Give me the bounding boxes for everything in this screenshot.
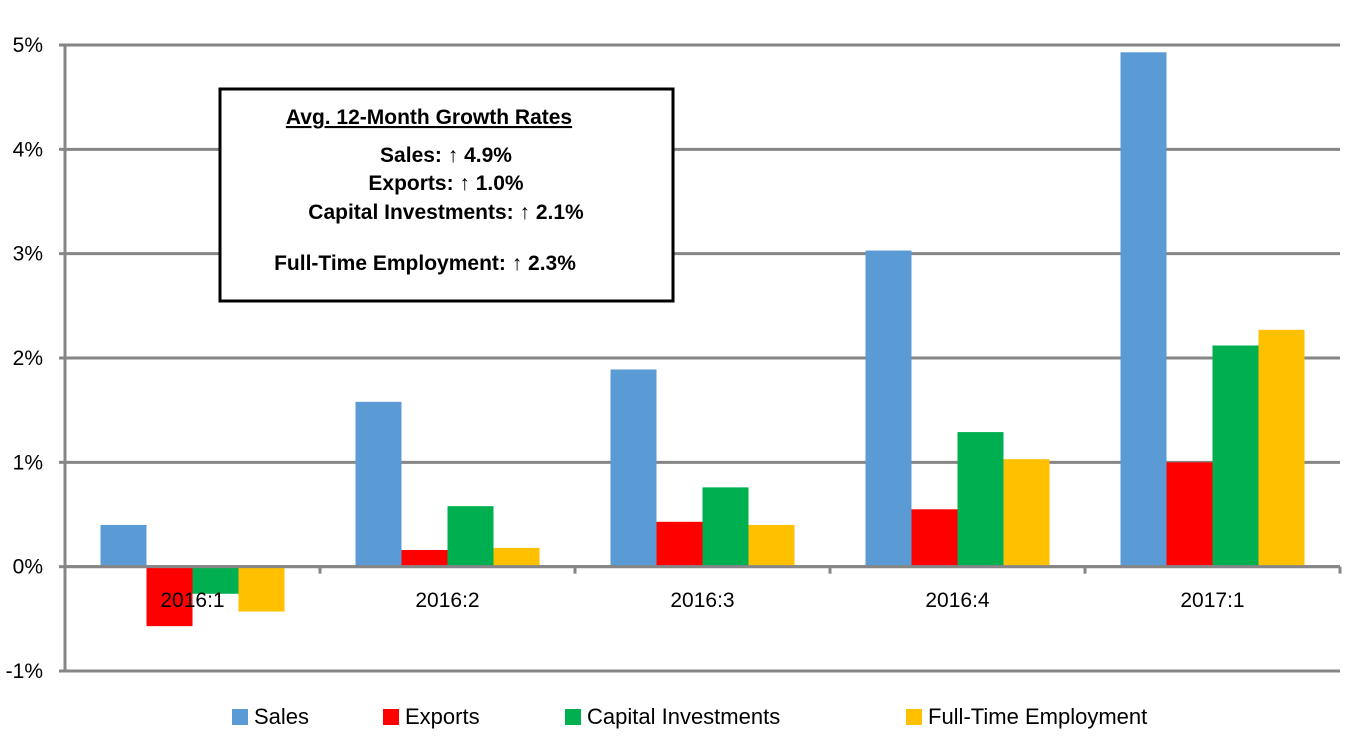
legend-label: Capital Investments xyxy=(587,704,780,729)
bar-exports-0 xyxy=(146,566,193,627)
bar-full-time-employment-0 xyxy=(238,566,285,612)
y-tick-label: 3% xyxy=(13,243,43,266)
bar-capital-investments-4 xyxy=(1212,345,1259,567)
annotation-full-time-employment: Full-Time Employment: ↑ 2.3% xyxy=(274,252,576,275)
annotation-title: Avg. 12-Month Growth Rates xyxy=(286,106,572,129)
bar-full-time-employment-1 xyxy=(493,547,540,567)
bar-full-time-employment-3 xyxy=(1003,459,1050,567)
bar-capital-investments-1 xyxy=(447,506,494,567)
x-category-label: 2016:1 xyxy=(160,589,224,612)
legend-item-capital-investments: Capital Investments xyxy=(565,704,780,729)
legend-label: Full-Time Employment xyxy=(928,704,1147,729)
bar-capital-investments-2 xyxy=(702,487,749,567)
legend-item-sales: Sales xyxy=(232,704,309,729)
bar-exports-3 xyxy=(911,509,958,567)
annotation-box xyxy=(218,87,675,303)
y-tick-labels: -1% 0% 1% 2% 3% 4% 5% xyxy=(6,34,43,683)
bar-capital-investments-3 xyxy=(957,432,1004,567)
bar-sales-2 xyxy=(610,369,657,567)
bar-exports-2 xyxy=(656,521,703,567)
category-labels: 2016:1 2016:2 2016:3 2016:4 2017:1 xyxy=(160,589,1244,612)
bar-exports-1 xyxy=(401,549,448,567)
bar-capital-investments-0 xyxy=(192,566,239,594)
legend-label: Exports xyxy=(405,704,480,729)
legend-label: Sales xyxy=(254,704,309,729)
legend-item-full-time-employment: Full-Time Employment xyxy=(906,704,1147,729)
axes xyxy=(63,45,1342,671)
annotation-sales: Sales: ↑ 4.9% xyxy=(380,144,512,167)
y-tick-label: 1% xyxy=(13,451,43,474)
x-category-label: 2016:3 xyxy=(670,589,734,612)
y-tick-label: 4% xyxy=(13,138,43,161)
growth-rates-annotation: Avg. 12-Month Growth Rates Sales: ↑ 4.9%… xyxy=(218,87,675,303)
legend-swatch xyxy=(383,709,399,725)
annotation-exports: Exports: ↑ 1.0% xyxy=(368,172,524,195)
bar-exports-4 xyxy=(1166,462,1213,567)
annotation-capital-investments: Capital Investments: ↑ 2.1% xyxy=(308,201,584,224)
bar-full-time-employment-2 xyxy=(748,524,795,567)
bar-sales-1 xyxy=(355,401,402,567)
x-category-label: 2016:4 xyxy=(925,589,990,612)
y-tick-label: 5% xyxy=(13,34,43,57)
legend-swatch xyxy=(906,709,922,725)
y-tick-label: -1% xyxy=(6,660,43,683)
bar-sales-3 xyxy=(865,250,912,567)
bar-full-time-employment-4 xyxy=(1258,329,1305,567)
bar-sales-4 xyxy=(1120,52,1167,567)
y-tick-label: 0% xyxy=(13,556,43,579)
legend-swatch xyxy=(232,709,248,725)
y-tick-label: 2% xyxy=(13,347,43,370)
legend-swatch xyxy=(565,709,581,725)
bars xyxy=(100,52,1305,627)
bar-sales-0 xyxy=(100,524,147,567)
legend: Sales Exports Capital Investments Full-Time… xyxy=(232,704,1147,729)
x-category-label: 2016:2 xyxy=(415,589,479,612)
x-category-label: 2017:1 xyxy=(1180,589,1244,612)
legend-item-exports: Exports xyxy=(383,704,480,729)
